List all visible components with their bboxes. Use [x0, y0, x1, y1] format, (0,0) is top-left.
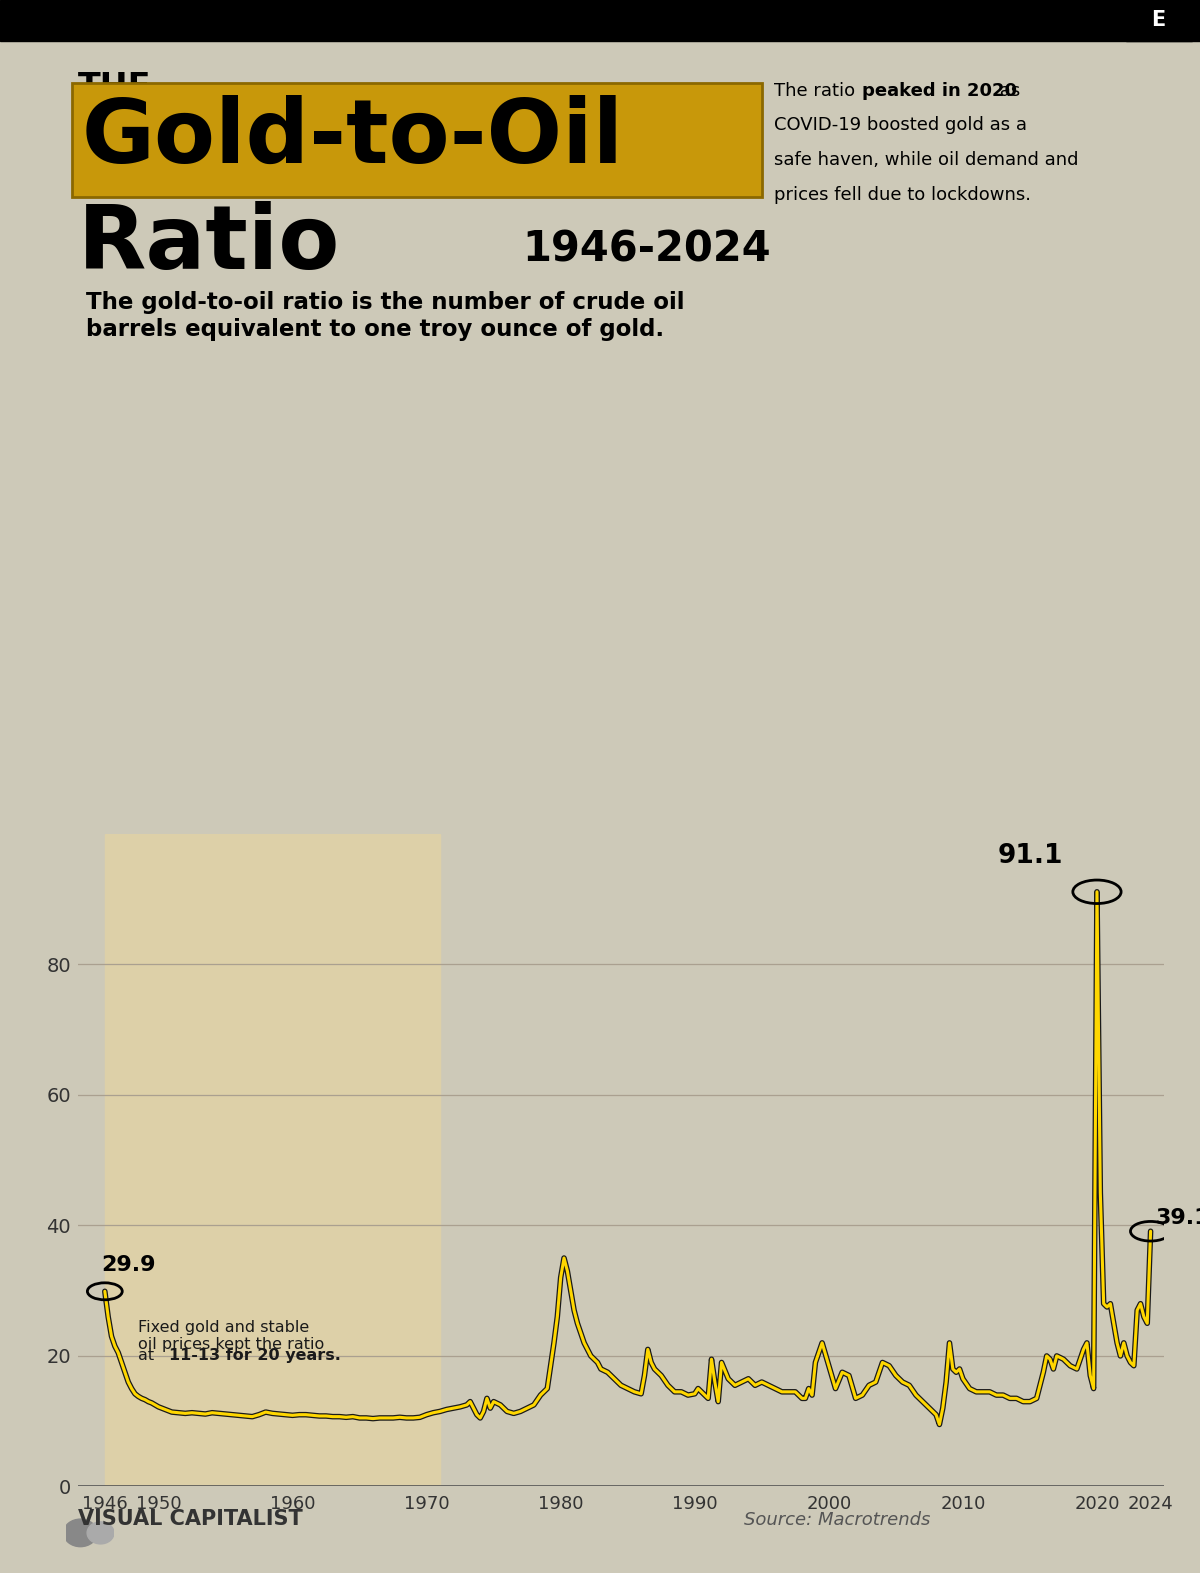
- Text: peaked in 2020: peaked in 2020: [862, 82, 1016, 99]
- Text: 11-13 for 20 years.: 11-13 for 20 years.: [169, 1348, 341, 1364]
- Text: at: at: [138, 1348, 160, 1364]
- Text: Fixed gold and stable
oil prices kept the ratio: Fixed gold and stable oil prices kept th…: [138, 1320, 324, 1353]
- Text: safe haven, while oil demand and: safe haven, while oil demand and: [774, 151, 1079, 168]
- Text: The gold-to-oil ratio is the number of crude oil
barrels equivalent to one troy : The gold-to-oil ratio is the number of c…: [86, 291, 685, 341]
- Text: 39.1: 39.1: [1156, 1208, 1200, 1229]
- Text: COVID-19 boosted gold as a: COVID-19 boosted gold as a: [774, 116, 1027, 134]
- Circle shape: [88, 1523, 114, 1545]
- Text: Ratio: Ratio: [78, 201, 341, 288]
- Text: Gold-to-Oil: Gold-to-Oil: [82, 94, 624, 182]
- Text: 29.9: 29.9: [101, 1255, 155, 1276]
- Text: VISUAL CAPITALIST: VISUAL CAPITALIST: [78, 1509, 302, 1529]
- Text: Source: Macrotrends: Source: Macrotrends: [744, 1512, 930, 1529]
- Bar: [104, 834, 440, 1486]
- Text: E: E: [1152, 11, 1165, 30]
- Text: The ratio: The ratio: [774, 82, 860, 99]
- Text: 91.1: 91.1: [998, 843, 1063, 868]
- Text: prices fell due to lockdowns.: prices fell due to lockdowns.: [774, 186, 1031, 203]
- Circle shape: [64, 1520, 97, 1546]
- Text: as: as: [994, 82, 1020, 99]
- Text: 1946-2024: 1946-2024: [522, 228, 770, 271]
- Text: THE: THE: [78, 71, 151, 104]
